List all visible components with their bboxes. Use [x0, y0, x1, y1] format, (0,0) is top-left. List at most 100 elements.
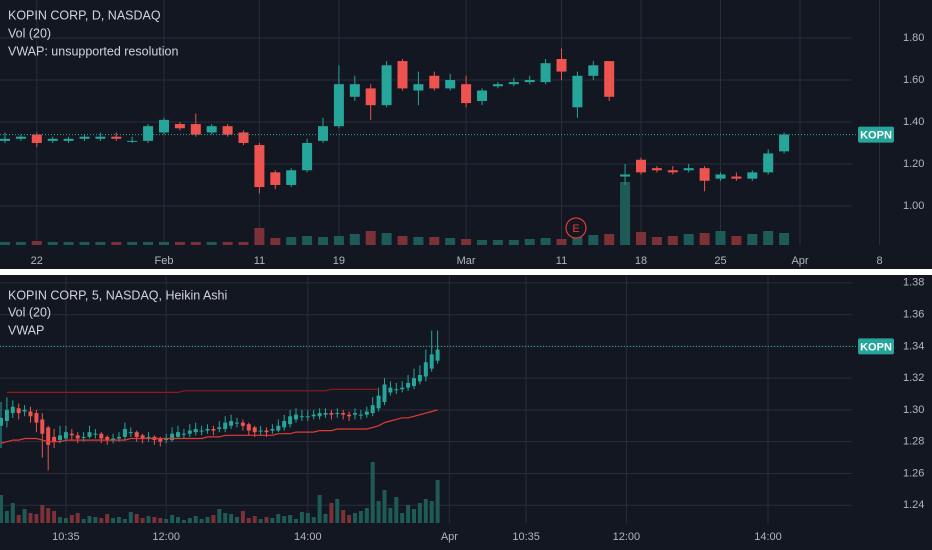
x-tick-label: 10:35	[52, 531, 80, 543]
candle-body	[400, 387, 405, 390]
volume-bar	[15, 242, 26, 245]
volume-bar	[286, 237, 297, 245]
candle-body	[22, 409, 27, 412]
candle-body	[276, 425, 281, 431]
volume-bar	[46, 508, 51, 523]
candle-body	[176, 432, 180, 437]
candle-body	[79, 136, 90, 139]
volume-bar	[69, 515, 74, 523]
volume-bar	[199, 519, 204, 523]
volume-bar	[134, 514, 139, 523]
candle-body	[181, 433, 186, 435]
volume-bar	[105, 514, 110, 523]
candle-body	[134, 432, 139, 437]
volume-bar	[341, 510, 346, 523]
y-tick-label: 1.60	[903, 74, 924, 86]
volume-bar	[683, 234, 694, 245]
volume-bar	[240, 511, 245, 523]
volume-bar	[111, 518, 116, 523]
volume-bar	[540, 238, 551, 245]
candle-body	[164, 438, 169, 441]
candle-body	[445, 79, 456, 89]
volume-bar	[159, 242, 169, 245]
candle-body	[99, 433, 104, 439]
earnings-label[interactable]: E	[572, 223, 579, 235]
y-tick-label: 1.38	[903, 277, 924, 289]
y-tick-label: 1.32	[903, 372, 924, 384]
volume-bar	[365, 231, 376, 245]
candle-body	[111, 438, 116, 440]
volume-bar	[412, 509, 416, 523]
volume-bar	[128, 512, 133, 523]
candle-body	[58, 435, 62, 441]
volume-bar	[588, 235, 599, 245]
candle-body	[358, 414, 363, 416]
volume-bar	[747, 234, 758, 245]
candle-body	[34, 413, 39, 423]
volume-bar	[406, 505, 411, 523]
volume-bar	[111, 242, 122, 245]
candle-body	[264, 430, 269, 433]
volume-bar	[174, 242, 185, 245]
candle-body	[15, 136, 26, 139]
x-tick-label: 11	[556, 255, 567, 267]
earnings-marker[interactable]	[565, 217, 587, 239]
chart-title: KOPIN CORP, 5, NASDAQ, Heikin Ashi	[8, 288, 227, 302]
candle-body	[311, 414, 316, 417]
volume-bar	[238, 242, 249, 245]
x-tick-label: Apr	[791, 255, 808, 267]
candle-body	[715, 174, 726, 179]
volume-bar	[731, 236, 742, 245]
volume-bar	[763, 231, 774, 245]
volume-bar	[222, 242, 233, 245]
candle-body	[254, 145, 265, 188]
candle-body	[477, 90, 487, 101]
volume-bar	[176, 517, 180, 523]
candle-body	[763, 153, 774, 173]
volume-bar	[140, 518, 145, 523]
candle-body	[333, 84, 344, 127]
volume-bar	[294, 519, 298, 523]
volume-bar	[318, 237, 328, 245]
volume-bar	[229, 514, 234, 523]
volume-bar	[193, 516, 198, 523]
volume-bar	[264, 517, 269, 523]
y-tick-label: 1.80	[903, 32, 924, 44]
candle-body	[28, 411, 33, 417]
volume-bar	[413, 237, 424, 245]
volume-bar	[58, 517, 62, 523]
candle-body	[63, 138, 74, 141]
volume-bar	[323, 514, 328, 523]
candle-body	[620, 174, 631, 177]
volume-bar	[187, 518, 192, 523]
volume-bar	[604, 234, 615, 245]
x-tick-label: 14:00	[754, 531, 782, 543]
volume-bar	[47, 242, 58, 245]
candle-body	[683, 168, 694, 171]
volume-bar	[270, 518, 275, 523]
candle-body	[81, 436, 86, 438]
chart-title: KOPIN CORP, D, NASDAQ	[8, 8, 161, 22]
candle-body	[95, 136, 106, 139]
candle-body	[288, 416, 293, 425]
volume-bar	[190, 242, 201, 245]
price-label-box	[858, 338, 894, 355]
volume-bar	[122, 519, 127, 523]
candle-body	[252, 427, 257, 433]
candle-body	[667, 170, 678, 173]
candle-body	[159, 119, 169, 133]
volume-bar	[381, 233, 392, 245]
candle-body	[52, 436, 57, 442]
volume-bar	[636, 232, 646, 245]
volume-bar	[206, 242, 217, 245]
x-tick-label: 8	[876, 255, 882, 267]
candle-body	[429, 75, 440, 89]
volume-bar	[52, 511, 57, 523]
candle-body	[731, 176, 742, 179]
candle-body	[429, 354, 434, 369]
volume-bar	[81, 519, 86, 523]
candle-body	[16, 408, 21, 414]
candle-body	[127, 140, 138, 142]
candle-body	[286, 170, 297, 185]
